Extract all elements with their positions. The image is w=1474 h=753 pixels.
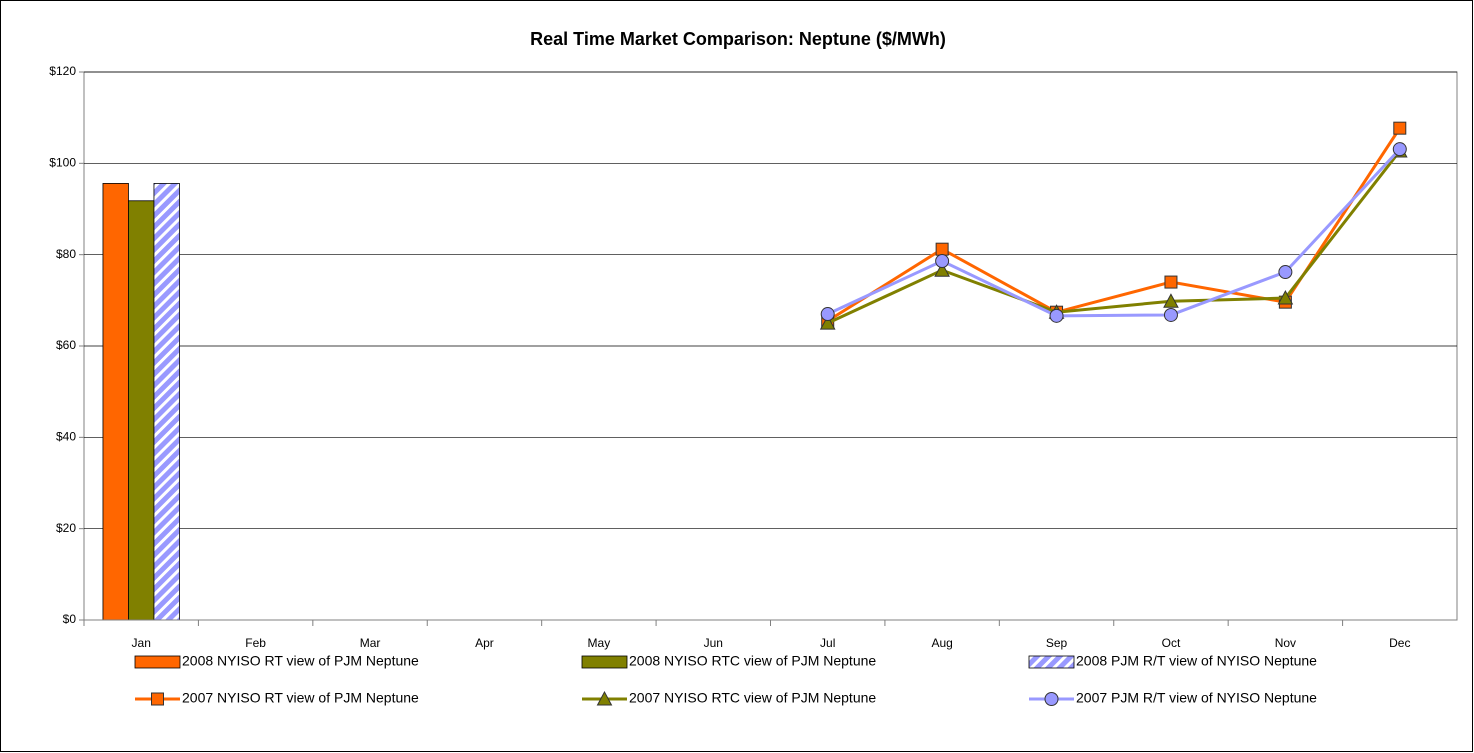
marker (1163, 307, 1178, 322)
x-tick-label: Oct (1162, 636, 1181, 650)
legend-label: 2008 PJM R/T view of NYISO Neptune (1076, 653, 1317, 669)
x-tick-label: May (588, 636, 611, 650)
legend-label: 2007 PJM R/T view of NYISO Neptune (1076, 690, 1317, 706)
bar (102, 183, 129, 621)
legend-label: 2007 NYISO RT view of PJM Neptune (182, 690, 419, 706)
x-tick-label: Jul (820, 636, 835, 650)
marker (1163, 293, 1179, 308)
y-tick-label: $40 (56, 430, 76, 444)
y-tick-label: $60 (56, 338, 76, 352)
marker (596, 690, 613, 706)
marker (935, 242, 949, 256)
x-tick-label: Sep (1046, 636, 1068, 650)
marker (1164, 275, 1178, 289)
x-tick-label: Apr (475, 636, 494, 650)
x-tick-label: Nov (1275, 636, 1296, 650)
y-tick-label: $20 (56, 521, 76, 535)
x-tick-label: Dec (1389, 636, 1410, 650)
legend-swatch (581, 655, 628, 669)
marker (151, 692, 164, 706)
marker (935, 254, 950, 269)
marker (1044, 692, 1059, 706)
chart-title: Real Time Market Comparison: Neptune ($/… (530, 29, 946, 49)
y-tick-label: $80 (56, 247, 76, 261)
line (827, 150, 1401, 325)
marker (820, 307, 835, 322)
marker (1277, 289, 1294, 305)
marker (1049, 308, 1064, 323)
legend-label: 2007 NYISO RTC view of PJM Neptune (629, 690, 876, 706)
x-tick-label: Aug (931, 636, 952, 650)
marker (1278, 265, 1293, 280)
legend-label: 2008 NYISO RT view of PJM Neptune (182, 653, 419, 669)
x-tick-label: Mar (360, 636, 381, 650)
marker (1393, 121, 1407, 135)
x-tick-label: Feb (245, 636, 266, 650)
legend-label: 2008 NYISO RTC view of PJM Neptune (629, 653, 876, 669)
y-tick-label: $0 (63, 612, 77, 626)
y-tick-label: $120 (49, 64, 76, 78)
x-tick-label: Jun (704, 636, 723, 650)
line (827, 148, 1401, 318)
legend-swatch (134, 655, 181, 669)
marker (934, 262, 950, 277)
y-tick-label: $100 (49, 156, 76, 170)
bar (128, 200, 155, 621)
legend-swatch (1028, 655, 1075, 669)
marker (819, 315, 836, 330)
marker (1392, 142, 1407, 157)
x-tick-label: Jan (132, 636, 151, 650)
bar (153, 183, 180, 621)
